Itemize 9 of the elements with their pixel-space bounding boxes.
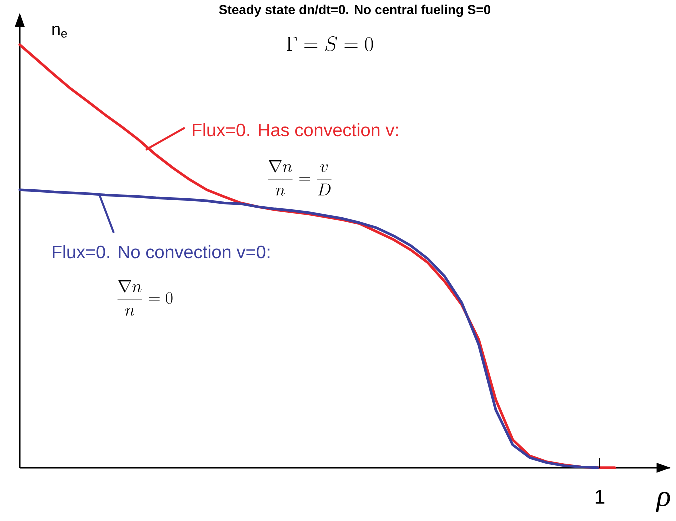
chart-subtitle: $\Gamma = S = 0$ — [287, 36, 374, 52]
y-axis-title: n$_{e}$ — [52, 26, 68, 38]
annotation: $\frac{\nabla n}{n}=\frac{v}{D}$ — [268, 160, 332, 196]
annotation: Flux=0. Has convection v: — [193, 123, 398, 137]
chart-title: Steady state dn/dt=0. No central fueling S=0 — [219, 4, 491, 18]
x-axis-title: ρ — [656, 492, 670, 512]
text: 1 — [596, 490, 605, 504]
annotation: $\frac{\nabla n}{n}=0$ — [118, 280, 173, 316]
annotation: Flux=0. No convection v=0: — [53, 245, 270, 259]
